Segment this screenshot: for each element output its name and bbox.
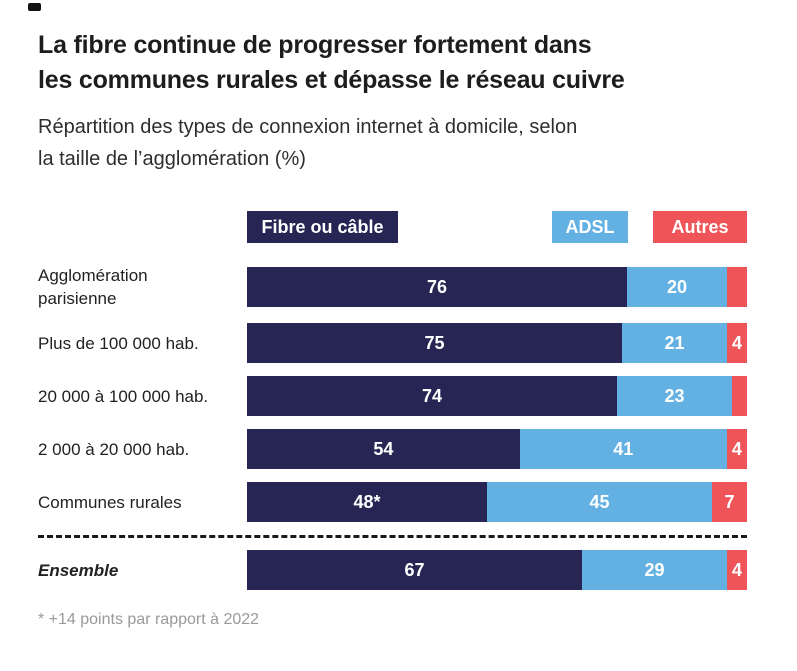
page-title: La fibre continue de progresser fortemen… <box>38 28 749 98</box>
chart-row-communes-rurales: Communes rurales 48* 45 7 <box>38 482 749 522</box>
chart-row-plus-de-100-000-hab: Plus de 100 000 hab. 75 21 4 <box>38 323 749 363</box>
chart-footnote: * +14 points par rapport à 2022 <box>38 611 260 628</box>
chart-subtitle: Répartition des types de connexion inter… <box>38 111 749 175</box>
chart-rows: Agglomération parisienne 76 20 Plus de 100 … <box>38 264 749 590</box>
legend-item-fibre-ou-cable: Fibre ou câble <box>247 211 398 243</box>
chart-row-2-000-a-20-000-hab: 2 000 à 20 000 hab. 54 41 4 <box>38 429 749 469</box>
row-label: Plus de 100 000 hab. <box>38 333 199 353</box>
dashed-separator <box>38 535 747 538</box>
subtitle-line-2: la taille de l’agglomération (%) <box>38 148 306 170</box>
stacked-bar: 75 21 4 <box>247 323 747 363</box>
stacked-bar: 67 29 4 <box>247 550 747 590</box>
bar-segment-adsl: 23 <box>617 376 732 416</box>
legend-item-adsl: ADSL <box>552 211 628 243</box>
chart-legend: Fibre ou câble ADSL Autres <box>247 211 747 243</box>
bar-segment-autres: 7 <box>712 482 747 522</box>
bar-segment-fibre-ou-cable: 67 <box>247 550 582 590</box>
row-label: 20 000 à 100 000 hab. <box>38 386 209 406</box>
bar-segment-fibre-ou-cable: 75 <box>247 323 622 363</box>
bar-segment-adsl: 29 <box>582 550 727 590</box>
subtitle-line-1: Répartition des types de connexion inter… <box>38 116 578 138</box>
chart-row-agglomeration-parisienne: Agglomération parisienne 76 20 <box>38 264 749 310</box>
chart-card: La fibre continue de progresser fortemen… <box>38 28 749 628</box>
bar-segment-autres <box>732 376 747 416</box>
stacked-bar: 76 20 <box>247 267 747 307</box>
corner-mark-decoration <box>28 3 41 11</box>
title-line-1: La fibre continue de progresser fortemen… <box>38 31 592 59</box>
bar-segment-adsl: 21 <box>622 323 727 363</box>
row-label: Agglomération parisienne <box>38 266 148 308</box>
bar-segment-autres: 4 <box>727 550 747 590</box>
stacked-bar: 74 23 <box>247 376 747 416</box>
bar-segment-adsl: 20 <box>627 267 727 307</box>
bar-segment-fibre-ou-cable: 76 <box>247 267 627 307</box>
bar-segment-fibre-ou-cable: 54 <box>247 429 520 469</box>
bar-segment-autres: 4 <box>726 429 748 469</box>
row-label: Ensemble <box>38 560 119 580</box>
row-label: Communes rurales <box>38 492 182 512</box>
chart-row-20-000-a-100-000-hab: 20 000 à 100 000 hab. 74 23 <box>38 376 749 416</box>
stacked-bar: 54 41 4 <box>247 429 748 469</box>
bar-segment-adsl: 45 <box>487 482 712 522</box>
row-label: 2 000 à 20 000 hab. <box>38 439 190 459</box>
stacked-bar: 48* 45 7 <box>247 482 747 522</box>
chart-row-ensemble: Ensemble 67 29 4 <box>38 550 749 590</box>
title-line-2: les communes rurales et dépasse le résea… <box>38 66 625 94</box>
bar-segment-fibre-ou-cable: 48* <box>247 482 487 522</box>
legend-item-autres: Autres <box>653 211 747 243</box>
bar-segment-autres: 4 <box>727 323 747 363</box>
bar-segment-autres <box>727 267 747 307</box>
bar-segment-adsl: 41 <box>519 429 727 469</box>
bar-segment-fibre-ou-cable: 74 <box>247 376 617 416</box>
